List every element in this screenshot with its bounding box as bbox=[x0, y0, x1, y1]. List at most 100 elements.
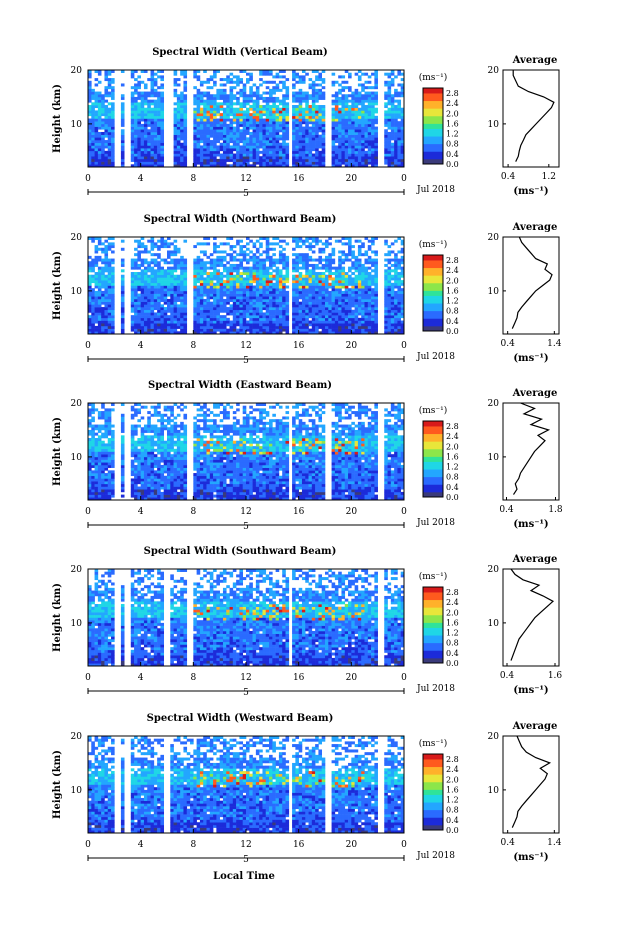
heatmap-cell bbox=[232, 277, 237, 281]
heatmap-cell bbox=[348, 242, 352, 246]
heatmap-cell bbox=[107, 277, 112, 281]
heatmap-cell bbox=[180, 134, 184, 138]
heatmap-cell bbox=[390, 94, 395, 98]
heatmap-cell bbox=[236, 158, 240, 162]
heatmap-cell bbox=[94, 156, 99, 160]
heatmap-cell bbox=[236, 142, 240, 146]
heatmap-cell bbox=[397, 161, 402, 165]
heatmap-cell bbox=[229, 105, 234, 109]
heatmap-cell bbox=[298, 320, 303, 324]
heatmap-cell bbox=[150, 317, 155, 321]
heatmap-cell bbox=[272, 96, 276, 100]
heatmap-cell bbox=[262, 153, 267, 157]
heatmap-cell bbox=[262, 274, 267, 278]
heatmap-cell bbox=[338, 102, 342, 106]
heatmap-cell bbox=[397, 121, 402, 125]
heatmap-cell bbox=[157, 140, 161, 144]
heatmap-cell bbox=[226, 126, 230, 130]
heatmap-cell bbox=[196, 290, 201, 294]
heatmap-cell bbox=[229, 285, 234, 289]
heatmap-cell bbox=[147, 269, 151, 273]
heatmap-cell bbox=[120, 247, 125, 251]
heatmap-cell bbox=[180, 107, 184, 111]
heatmap-cell bbox=[325, 245, 329, 249]
heatmap-cell bbox=[203, 91, 207, 95]
heatmap-cell bbox=[101, 105, 105, 109]
heatmap-cell bbox=[130, 129, 135, 133]
heatmap-cell bbox=[301, 142, 306, 146]
heatmap-cell bbox=[246, 296, 250, 300]
heatmap-cell bbox=[351, 96, 355, 100]
heatmap-cell bbox=[143, 323, 148, 327]
heatmap-cell bbox=[371, 323, 375, 327]
heatmap-cell bbox=[143, 269, 148, 273]
heatmap-cell bbox=[292, 70, 296, 73]
heatmap-cell bbox=[394, 113, 398, 117]
heatmap-cell bbox=[295, 164, 299, 168]
heatmap-cell bbox=[282, 131, 286, 135]
heatmap-cell bbox=[94, 145, 99, 149]
heatmap-cell bbox=[255, 255, 260, 259]
heatmap-cell bbox=[153, 126, 158, 130]
heatmap-cell bbox=[170, 312, 174, 316]
heatmap-cell bbox=[357, 253, 362, 257]
heatmap-cell bbox=[246, 285, 250, 289]
heatmap-cell bbox=[348, 325, 352, 329]
panel-title: Spectral Width (Vertical Beam) bbox=[152, 47, 328, 58]
heatmap-cell bbox=[275, 150, 280, 154]
heatmap-cell bbox=[321, 309, 326, 313]
heatmap-cell bbox=[209, 142, 214, 146]
heatmap-cell bbox=[199, 325, 204, 329]
heatmap-cell bbox=[249, 298, 253, 302]
heatmap-cell bbox=[272, 258, 276, 262]
heatmap-cell bbox=[111, 86, 115, 90]
heatmap-cell bbox=[249, 107, 253, 111]
heatmap-cell bbox=[97, 272, 102, 276]
heatmap-cell bbox=[196, 242, 201, 246]
heatmap-cell bbox=[397, 153, 402, 157]
heatmap-cell bbox=[315, 158, 319, 162]
heatmap-cell bbox=[150, 80, 155, 84]
heatmap-cell bbox=[390, 137, 395, 141]
heatmap-cell bbox=[137, 304, 141, 308]
heatmap-cell bbox=[361, 107, 365, 111]
heatmap-cell bbox=[334, 107, 339, 111]
heatmap-cell bbox=[213, 99, 217, 103]
heatmap-cell bbox=[269, 263, 273, 267]
heatmap-cell bbox=[354, 131, 359, 135]
heatmap-cell bbox=[292, 107, 296, 111]
heatmap-cell bbox=[315, 237, 319, 240]
heatmap-cell bbox=[236, 80, 240, 84]
heatmap-cell bbox=[321, 121, 326, 125]
heatmap-cell bbox=[180, 331, 184, 335]
heatmap-cell bbox=[104, 88, 109, 92]
heatmap-cell bbox=[209, 261, 214, 265]
heatmap-cell bbox=[88, 293, 92, 297]
heatmap-cell bbox=[348, 113, 352, 117]
heatmap-cell bbox=[354, 288, 359, 292]
heatmap-cell bbox=[252, 105, 257, 109]
heatmap-cell bbox=[160, 94, 165, 98]
heatmap-cell bbox=[394, 94, 398, 98]
heatmap-cell bbox=[206, 148, 211, 152]
heatmap-cell bbox=[311, 258, 316, 262]
heatmap-cell bbox=[278, 280, 283, 284]
heatmap-cell bbox=[334, 304, 339, 308]
heatmap-cell bbox=[147, 148, 151, 152]
heatmap-cell bbox=[318, 296, 323, 300]
heatmap-cell bbox=[354, 140, 359, 144]
heatmap-cell bbox=[199, 80, 204, 84]
heatmap-cell bbox=[120, 239, 125, 243]
heatmap-cell bbox=[348, 307, 352, 311]
heatmap-cell bbox=[160, 239, 165, 243]
heatmap-cell bbox=[285, 129, 290, 133]
heatmap-cell bbox=[97, 131, 102, 135]
heatmap-cell bbox=[292, 96, 296, 100]
heatmap-cell bbox=[292, 94, 296, 98]
heatmap-cell bbox=[285, 126, 290, 130]
heatmap-cell bbox=[305, 118, 309, 122]
heatmap-cell bbox=[331, 150, 336, 154]
heatmap-cell bbox=[157, 307, 161, 311]
heatmap-cell bbox=[361, 282, 365, 286]
heatmap-cell bbox=[153, 328, 158, 332]
